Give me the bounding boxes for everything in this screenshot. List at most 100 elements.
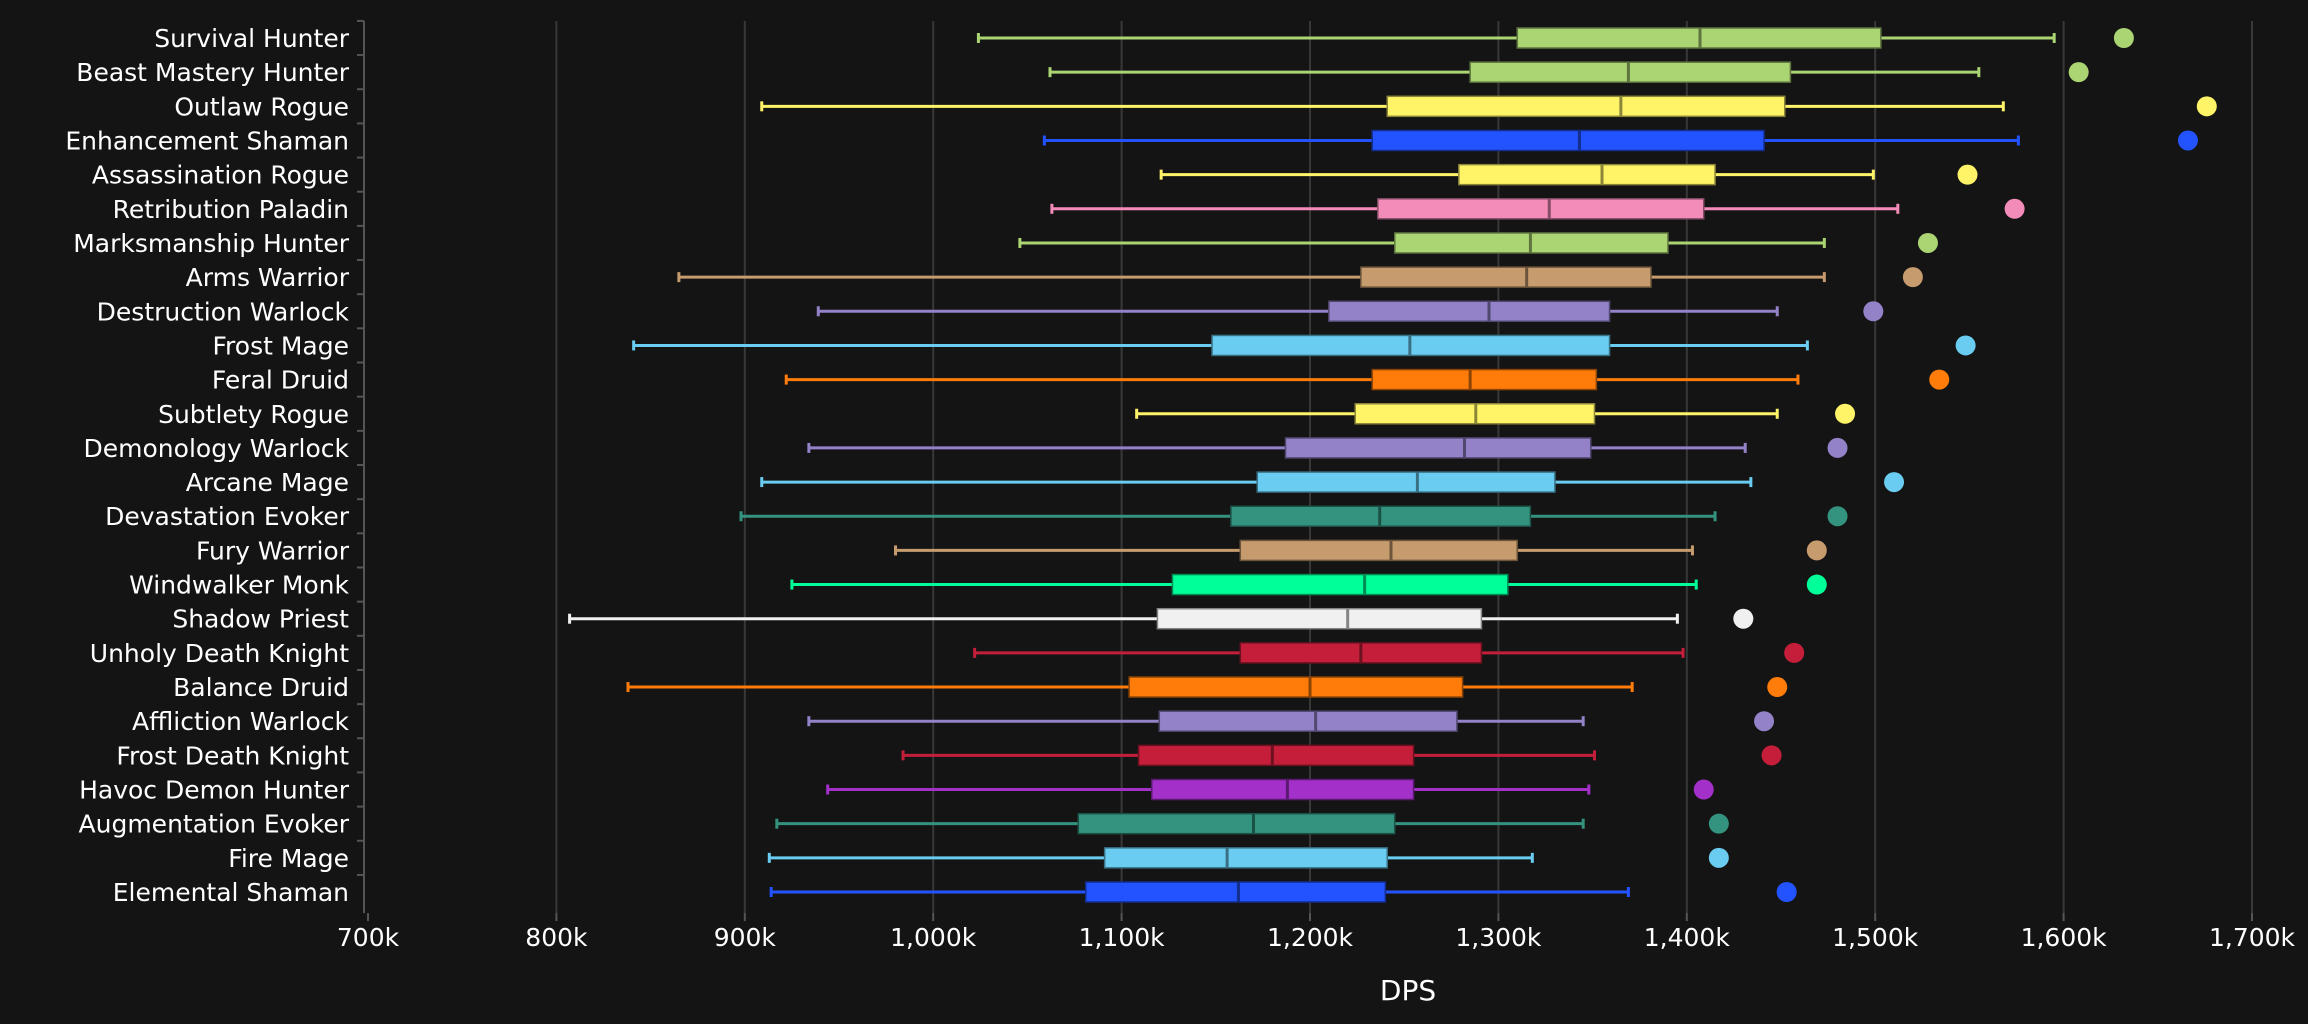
outlier-point [1754,711,1775,732]
y-category-label: Affliction Warlock [132,707,350,736]
y-category-label: Elemental Shaman [113,878,349,907]
y-category-label: Arms Warrior [186,263,350,292]
y-category-label: Beast Mastery Hunter [76,58,349,87]
y-category-label: Unholy Death Knight [90,639,349,668]
y-category-label: Shadow Priest [172,605,349,634]
box-fury-warrior [894,539,1827,562]
y-category-label: Devastation Evoker [105,502,350,531]
outlier-point [1708,813,1729,834]
y-category-label: Enhancement Shaman [65,126,349,155]
box-iqr [1256,471,1556,493]
outlier-point [2196,96,2217,117]
outlier-point [1902,267,1923,288]
box-iqr [1158,710,1458,732]
x-tick-label: 1,000k [890,923,977,952]
box-fire-mage [767,847,1729,869]
y-category-label: Retribution Paladin [113,195,349,224]
box-iqr [1103,847,1388,869]
outlier-point [1761,745,1782,766]
box-outlaw-rogue [760,95,2217,118]
x-tick-label: 1,200k [1267,923,1354,952]
box-iqr [1360,266,1652,288]
box-assassination-rogue [1159,163,1978,186]
box-iqr [1377,198,1705,220]
y-category-label: Fire Mage [228,844,349,873]
box-arms-warrior [677,266,1923,288]
box-havoc-demon-hunter [826,778,1714,801]
outlier-point [1806,540,1827,561]
y-category-label: Windwalker Monk [129,571,349,600]
box-arcane-mage [760,471,1905,493]
box-retribution-paladin [1050,198,2025,220]
x-tick-label: 1,600k [2021,923,2108,952]
box-series [568,27,2217,903]
x-tick-label: 1,100k [1079,923,1166,952]
box-iqr [1386,95,1786,118]
outlier-point [1929,369,1950,390]
x-tick-label: 1,400k [1644,923,1731,952]
box-beast-mastery-hunter [1048,61,2089,83]
box-iqr [1137,744,1415,767]
outlier-point [1917,232,1938,253]
x-tick-label: 1,500k [1832,923,1919,952]
box-demonology-warlock [807,437,1848,459]
box-enhancement-shaman [1042,129,2198,152]
x-tick-label: 700k [337,923,400,952]
box-destruction-warlock [816,300,1884,323]
x-tick-label: 1,700k [2209,923,2296,952]
box-frost-mage [632,334,1976,357]
y-category-label: Havoc Demon Hunter [79,776,350,805]
x-axis-title: DPS [1380,974,1436,1007]
y-category-label: Frost Death Knight [116,741,349,770]
outlier-point [1693,779,1714,800]
y-category-label: Fury Warrior [196,536,350,565]
outlier-point [2004,198,2025,219]
box-iqr [1371,129,1765,152]
outlier-point [1827,437,1848,458]
y-category-label: Demonology Warlock [84,434,350,463]
y-category-label: Arcane Mage [186,468,349,497]
outlier-point [1806,574,1827,595]
outlier-point [1784,642,1805,663]
x-axis: 700k 800k 900k 1,000k 1,100k 1,200k 1,300k 1,40… [337,913,2296,952]
box-iqr [1128,676,1464,698]
box-iqr [1156,607,1483,630]
outlier-point [2177,130,2198,151]
box-marksmanship-hunter [1018,232,1938,254]
y-category-label: Frost Mage [213,331,350,360]
y-category-label: Destruction Warlock [97,297,350,326]
y-category-label: Assassination Rogue [92,161,349,190]
box-iqr [1077,812,1396,835]
box-affliction-warlock [807,710,1775,732]
box-unholy-death-knight [973,642,1805,664]
outlier-point [1776,882,1797,902]
outlier-point [1957,164,1978,185]
outlier-point [1863,301,1884,322]
outlier-point [1884,472,1905,493]
box-iqr [1458,163,1716,186]
box-iqr [1328,300,1611,323]
box-iqr [1171,573,1509,596]
x-tick-label: 1,300k [1455,923,1542,952]
box-elemental-shaman [769,881,1797,903]
y-category-label: Balance Druid [173,673,349,702]
y-category-label: Survival Hunter [154,24,349,53]
box-subtlety-rogue [1135,403,1856,425]
box-balance-druid [626,676,1788,698]
x-tick-label: 800k [525,923,588,952]
outlier-point [1733,608,1754,629]
box-shadow-priest [568,607,1754,630]
y-category-label: Outlaw Rogue [174,92,349,121]
outlier-point [2113,28,2134,48]
box-devastation-evoker [739,505,1848,527]
box-iqr [1239,539,1518,562]
y-category-label: Augmentation Evoker [79,810,350,839]
y-axis: Survival Hunter Beast Mastery Hunter Outla… [65,19,365,914]
outlier-point [1708,847,1729,868]
box-feral-druid [784,368,1950,391]
y-category-label: Marksmanship Hunter [73,229,349,258]
box-iqr [1371,368,1598,391]
box-augmentation-evoker [775,812,1729,835]
outlier-point [1767,677,1788,698]
